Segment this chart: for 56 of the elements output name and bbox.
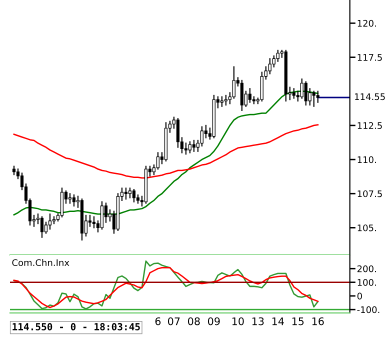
candlestick	[72, 194, 76, 206]
candlestick	[132, 188, 136, 202]
candlestick	[232, 66, 236, 99]
candlestick	[220, 96, 224, 107]
line-series	[13, 266, 319, 308]
candlestick	[240, 80, 244, 112]
x-tick-label: 13	[252, 317, 264, 326]
y-tick-label: 107.5	[358, 190, 382, 198]
y-tick-label: 110.	[358, 156, 376, 164]
candlestick	[268, 58, 272, 74]
x-tick-label: 10	[232, 317, 244, 326]
y-tick-label: 112.5	[358, 122, 382, 130]
candlestick	[48, 214, 52, 230]
candlestick	[192, 140, 196, 152]
chart-title: Com.Chn.Inx	[12, 259, 70, 266]
line-series	[13, 124, 319, 179]
candlestick	[304, 81, 308, 106]
candlestick	[124, 188, 128, 200]
candlestick	[292, 88, 296, 99]
candlestick	[128, 188, 132, 198]
ref-line-label: 114.55	[355, 93, 385, 100]
candlestick	[272, 55, 276, 68]
y-tick-label: -100.	[357, 306, 380, 314]
candlestick	[176, 118, 180, 148]
candlestick	[200, 126, 204, 146]
candlestick	[156, 152, 160, 170]
text: 114.550 - 0 - 18:03:45	[12, 323, 140, 330]
line-series	[13, 260, 319, 310]
y-tick-label: 120.	[358, 20, 376, 27]
candlestick	[276, 50, 280, 62]
candlestick	[40, 216, 44, 238]
x-tick-label: 14	[272, 317, 284, 326]
y-tick-label: 117.5	[358, 54, 382, 61]
candlestick	[44, 222, 48, 234]
x-tick-label: 08	[188, 317, 200, 326]
y-tick-label: 0	[357, 292, 362, 300]
candlestick	[92, 216, 96, 228]
candlestick	[60, 188, 64, 218]
x-tick-label: 6	[155, 317, 161, 326]
x-tick-label: 16	[312, 317, 324, 326]
candlestick	[260, 72, 264, 102]
candlestick	[312, 90, 316, 107]
candlestick	[316, 90, 320, 103]
candlestick	[188, 141, 192, 154]
x-tick-label: 15	[292, 317, 304, 326]
y-tick-label: 100.	[358, 279, 376, 286]
y-tick-label: 105.	[358, 224, 376, 232]
x-tick-label: 07	[168, 317, 180, 326]
candlestick	[100, 201, 104, 230]
y-tick-label: 200.	[357, 265, 376, 272]
x-tick-label: 09	[208, 317, 220, 326]
candlestick	[224, 94, 228, 106]
candlestick	[68, 193, 72, 204]
candlestick	[248, 88, 252, 103]
candlestick	[300, 78, 304, 99]
candlestick	[184, 142, 188, 155]
